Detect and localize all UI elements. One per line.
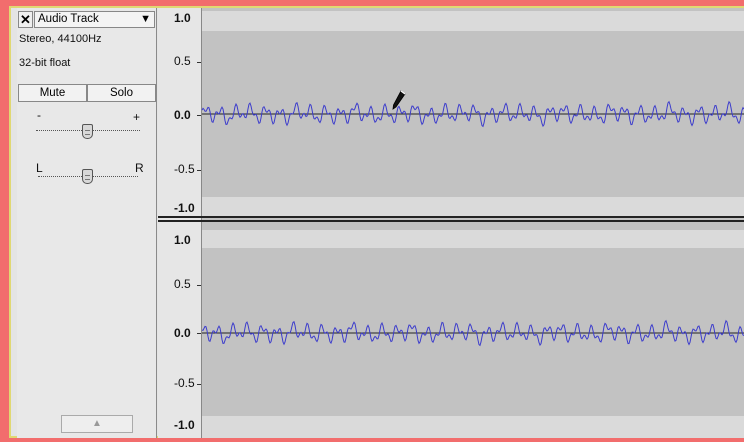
gain-slider-thumb[interactable] [82, 124, 93, 139]
channel-2-bottom-band [202, 416, 744, 438]
ruler-ch2-tick-2: 0.5 [174, 277, 191, 291]
close-icon[interactable]: ✕ [18, 11, 33, 28]
track-control-panel: ✕ Audio Track ▼ Stereo, 44100Hz 32-bit f… [17, 8, 157, 438]
ruler-ch1-tick-1: 1.0 [174, 11, 191, 25]
ruler-tick-mark [197, 170, 201, 171]
track-name-label: Audio Track [38, 13, 99, 25]
waveform-area[interactable] [202, 8, 744, 438]
ruler-ch1-tick-5: -1.0 [174, 201, 195, 215]
channel-1-top-band [202, 11, 744, 31]
solo-button[interactable]: Solo [87, 84, 156, 102]
ruler-ch1-tick-3: 0.0 [174, 108, 191, 122]
collapse-button[interactable]: ▲ [61, 415, 133, 433]
ruler-tick-mark [197, 333, 201, 334]
pencil-icon [392, 90, 406, 110]
track-name-menu[interactable]: Audio Track ▼ [34, 11, 155, 28]
pan-slider-thumb[interactable] [82, 169, 93, 184]
track-title-row: ✕ Audio Track ▼ [17, 10, 157, 30]
pan-right-label: R [135, 161, 144, 175]
ruler-ch1-tick-2: 0.5 [174, 54, 191, 68]
chevron-up-icon: ▲ [92, 418, 102, 429]
ruler-ch2-tick-3: 0.0 [174, 326, 191, 340]
channel-separator [158, 220, 744, 222]
channel-1-waveform [201, 100, 744, 128]
track-sample-format: 32-bit float [19, 57, 71, 69]
channel-1-bottom-band [202, 197, 744, 217]
gain-minus-label: - [37, 108, 41, 122]
waveform-svg [201, 100, 744, 347]
channel-2-waveform [201, 319, 744, 347]
channel-2-top-band [202, 230, 744, 248]
chevron-down-icon: ▼ [140, 13, 151, 25]
ruler-tick-mark [197, 62, 201, 63]
pan-left-label: L [36, 161, 43, 175]
ruler-ch2-tick-5: -1.0 [174, 418, 195, 432]
ruler-ch2-tick-4: -0.5 [174, 376, 195, 390]
track-format-info: Stereo, 44100Hz [19, 33, 102, 45]
ruler-tick-mark [197, 115, 201, 116]
mute-button[interactable]: Mute [18, 84, 87, 102]
mute-solo-row: Mute Solo [18, 84, 156, 102]
gain-plus-label: + [133, 110, 141, 124]
vertical-ruler: 1.0 0.5 0.0 -0.5 -1.0 1.0 0.5 0.0 -0.5 -… [158, 8, 202, 438]
ruler-ch2-tick-1: 1.0 [174, 233, 191, 247]
ruler-tick-mark [197, 285, 201, 286]
channel-separator [158, 216, 744, 218]
ruler-ch1-tick-4: -0.5 [174, 162, 195, 176]
ruler-tick-mark [197, 384, 201, 385]
